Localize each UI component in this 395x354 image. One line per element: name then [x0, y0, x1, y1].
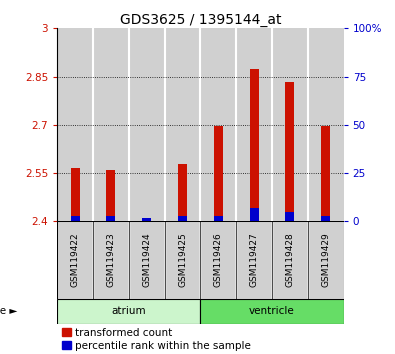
Bar	[57, 299, 201, 324]
Bar	[250, 208, 259, 221]
Text: GSM119428: GSM119428	[286, 233, 294, 287]
Bar	[286, 82, 294, 221]
Bar	[308, 221, 344, 299]
Bar	[201, 299, 344, 324]
Bar	[57, 28, 93, 221]
Title: GDS3625 / 1395144_at: GDS3625 / 1395144_at	[120, 13, 281, 27]
Bar	[250, 69, 259, 221]
Bar	[286, 212, 294, 221]
Text: ventricle: ventricle	[249, 306, 295, 316]
Bar	[178, 216, 187, 221]
Text: GSM119424: GSM119424	[142, 233, 151, 287]
Text: GSM119423: GSM119423	[107, 233, 115, 287]
Bar	[142, 218, 151, 221]
Text: GSM119422: GSM119422	[71, 233, 80, 287]
Bar	[129, 221, 165, 299]
Bar	[201, 221, 236, 299]
Bar	[107, 170, 115, 221]
Bar	[201, 221, 236, 299]
Text: tissue ►: tissue ►	[0, 306, 18, 316]
Bar	[129, 221, 165, 299]
Bar	[165, 221, 201, 299]
Bar	[93, 221, 129, 299]
Bar	[272, 221, 308, 299]
Text: GSM119426: GSM119426	[214, 233, 223, 287]
Bar	[272, 221, 308, 299]
Text: GSM119429: GSM119429	[321, 233, 330, 287]
Bar	[165, 221, 201, 299]
Bar	[214, 126, 223, 221]
Bar	[321, 126, 330, 221]
Bar	[93, 28, 129, 221]
Bar	[236, 221, 272, 299]
Bar	[236, 28, 272, 221]
Bar	[57, 221, 93, 299]
Bar	[93, 221, 129, 299]
Bar	[129, 28, 165, 221]
Bar	[308, 28, 344, 221]
Text: GSM119427: GSM119427	[250, 233, 259, 287]
Bar	[107, 216, 115, 221]
Bar	[57, 221, 93, 299]
Bar	[321, 216, 330, 221]
Bar	[201, 28, 236, 221]
Bar	[214, 216, 223, 221]
Bar	[236, 221, 272, 299]
Bar	[71, 168, 80, 221]
Bar	[165, 28, 201, 221]
Bar	[272, 28, 308, 221]
Bar	[178, 165, 187, 221]
Legend: transformed count, percentile rank within the sample: transformed count, percentile rank withi…	[62, 328, 251, 351]
Text: GSM119425: GSM119425	[178, 233, 187, 287]
Bar	[71, 216, 80, 221]
Text: atrium: atrium	[111, 306, 146, 316]
Bar	[308, 221, 344, 299]
